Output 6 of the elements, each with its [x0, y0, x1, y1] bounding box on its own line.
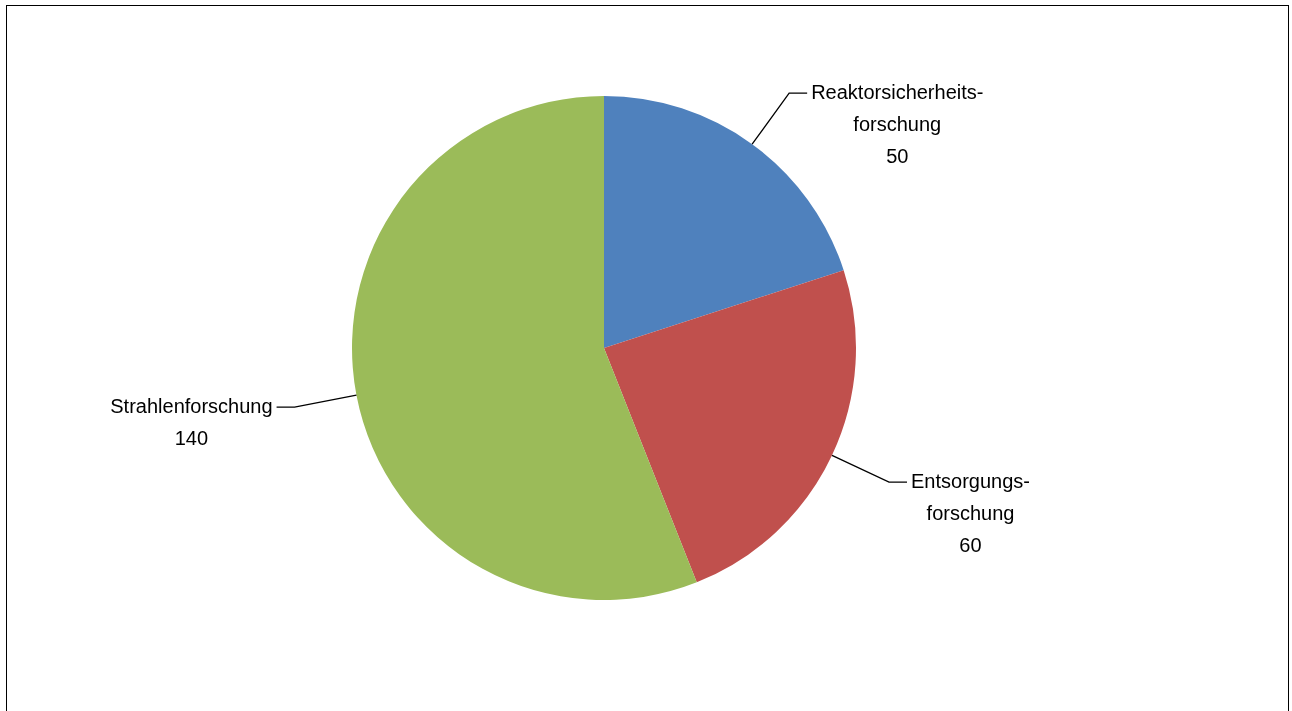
slice-label: Strahlenforschung — [110, 394, 273, 417]
data-label: 60 — [959, 533, 982, 556]
data-label: 140 — [174, 426, 209, 449]
data-label: 50 — [886, 144, 909, 167]
slice-label: Reaktorsicherheits- forschung — [811, 80, 984, 135]
slice-label: Entsorgungs- forschung — [911, 469, 1030, 524]
